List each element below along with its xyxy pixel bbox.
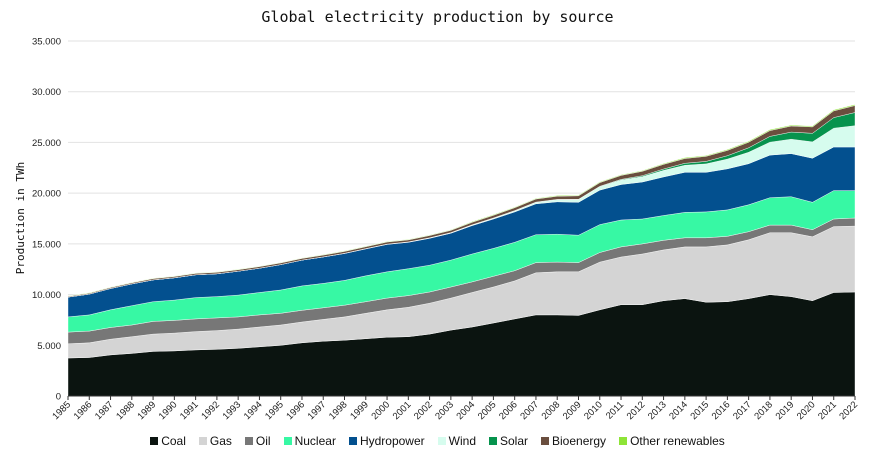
x-tick-label: 2018 bbox=[752, 399, 775, 422]
legend-swatch bbox=[198, 437, 207, 445]
x-tick-label: 1997 bbox=[306, 399, 329, 422]
y-axis-ticks: 0 5.000 10.000 15.000 20.000 25.000 30.000 35.0… bbox=[32, 37, 61, 403]
x-tick-label: 2005 bbox=[476, 399, 499, 422]
legend-label: Oil bbox=[255, 434, 271, 448]
x-tick-label: 2003 bbox=[433, 399, 456, 422]
x-tick-label: 1993 bbox=[221, 399, 244, 422]
legend-swatch bbox=[244, 437, 253, 445]
x-tick-label: 1990 bbox=[157, 399, 180, 422]
x-tick-label: 1996 bbox=[284, 399, 307, 422]
x-tick-label: 2017 bbox=[731, 399, 754, 422]
legend-label: Other renewables bbox=[630, 434, 725, 448]
legend-label: Bioenergy bbox=[552, 434, 607, 448]
area-other-renewables bbox=[67, 104, 856, 297]
legend-swatch bbox=[489, 437, 497, 445]
y-tick-label: 5.000 bbox=[37, 341, 61, 352]
legend-label: Coal bbox=[161, 434, 186, 448]
x-tick-label: 1987 bbox=[93, 399, 116, 422]
x-tick-label: 2013 bbox=[646, 399, 669, 422]
x-tick-label: 2021 bbox=[816, 399, 839, 422]
x-tick-label: 2020 bbox=[795, 399, 818, 422]
x-tick-label: 2012 bbox=[625, 399, 648, 422]
x-tick-label: 1992 bbox=[199, 399, 222, 422]
x-tick-label: 2016 bbox=[710, 399, 733, 422]
x-tick-label: 2015 bbox=[689, 399, 712, 422]
chart-title: Global electricity production by source bbox=[261, 8, 614, 26]
x-tick-label: 2011 bbox=[604, 399, 626, 421]
x-tick-label: 2007 bbox=[518, 399, 541, 422]
x-tick-label: 2000 bbox=[369, 399, 392, 422]
x-tick-label: 2022 bbox=[837, 399, 860, 422]
x-tick-label: 2001 bbox=[391, 399, 414, 422]
legend-item: Other renewables bbox=[619, 434, 725, 448]
x-tick-label: 2004 bbox=[455, 399, 478, 422]
legend-item: Coal bbox=[150, 434, 186, 448]
y-tick-label: 15.000 bbox=[32, 239, 61, 250]
legend-swatch bbox=[150, 437, 159, 445]
x-tick-label: 2009 bbox=[561, 399, 584, 422]
x-tick-label: 2006 bbox=[497, 399, 520, 422]
legend-swatch bbox=[541, 437, 550, 445]
y-tick-label: 10.000 bbox=[32, 290, 61, 301]
x-tick-label: 1998 bbox=[327, 399, 350, 422]
legend-label: Gas bbox=[209, 434, 232, 448]
legend-item: Wind bbox=[437, 434, 476, 448]
x-tick-label: 2008 bbox=[540, 399, 563, 422]
x-tick-label: 2002 bbox=[412, 399, 435, 422]
x-tick-label: 1991 bbox=[178, 399, 201, 422]
legend-swatch bbox=[619, 437, 628, 445]
x-tick-label: 1995 bbox=[263, 399, 286, 422]
legend-item: Nuclear bbox=[283, 434, 336, 448]
legend-item: Oil bbox=[244, 434, 271, 448]
legend-item: Hydropower bbox=[348, 434, 425, 448]
y-tick-label: 30.000 bbox=[32, 87, 61, 98]
x-tick-label: 2014 bbox=[667, 399, 690, 422]
y-tick-label: 0 bbox=[56, 392, 61, 403]
legend-label: Hydropower bbox=[359, 434, 425, 448]
legend-swatch bbox=[437, 437, 446, 445]
x-tick-label: 1994 bbox=[242, 399, 265, 422]
x-axis-ticks: 1985198619871988198919901991199219931994… bbox=[50, 395, 860, 422]
y-tick-label: 25.000 bbox=[32, 138, 61, 149]
legend-swatch bbox=[283, 437, 292, 445]
x-tick-label: 1988 bbox=[114, 399, 137, 422]
area-series bbox=[67, 104, 856, 397]
legend-label: Wind bbox=[448, 434, 476, 448]
legend-item: Bioenergy bbox=[541, 434, 606, 448]
legend: Coal Gas Oil Nuclear Hydropower Wind Solar Bioe… bbox=[0, 434, 875, 448]
legend-swatch bbox=[348, 437, 357, 445]
x-tick-label: 2019 bbox=[774, 399, 797, 422]
stacked-area-chart: 0 5.000 10.000 15.000 20.000 25.000 30.000 35.0… bbox=[14, 37, 860, 423]
x-tick-label: 1985 bbox=[50, 399, 73, 422]
legend-label: Nuclear bbox=[294, 434, 336, 448]
y-tick-label: 35.000 bbox=[32, 37, 61, 48]
x-tick-label: 1986 bbox=[72, 399, 95, 422]
legend-item: Gas bbox=[198, 434, 232, 448]
legend-item: Solar bbox=[489, 434, 528, 448]
y-axis-label: Production in TWh bbox=[14, 162, 27, 275]
x-tick-label: 1999 bbox=[348, 399, 371, 422]
x-tick-label: 1989 bbox=[135, 399, 158, 422]
legend-label: Solar bbox=[500, 434, 529, 448]
y-tick-label: 20.000 bbox=[32, 189, 61, 200]
x-tick-label: 2010 bbox=[582, 399, 605, 422]
